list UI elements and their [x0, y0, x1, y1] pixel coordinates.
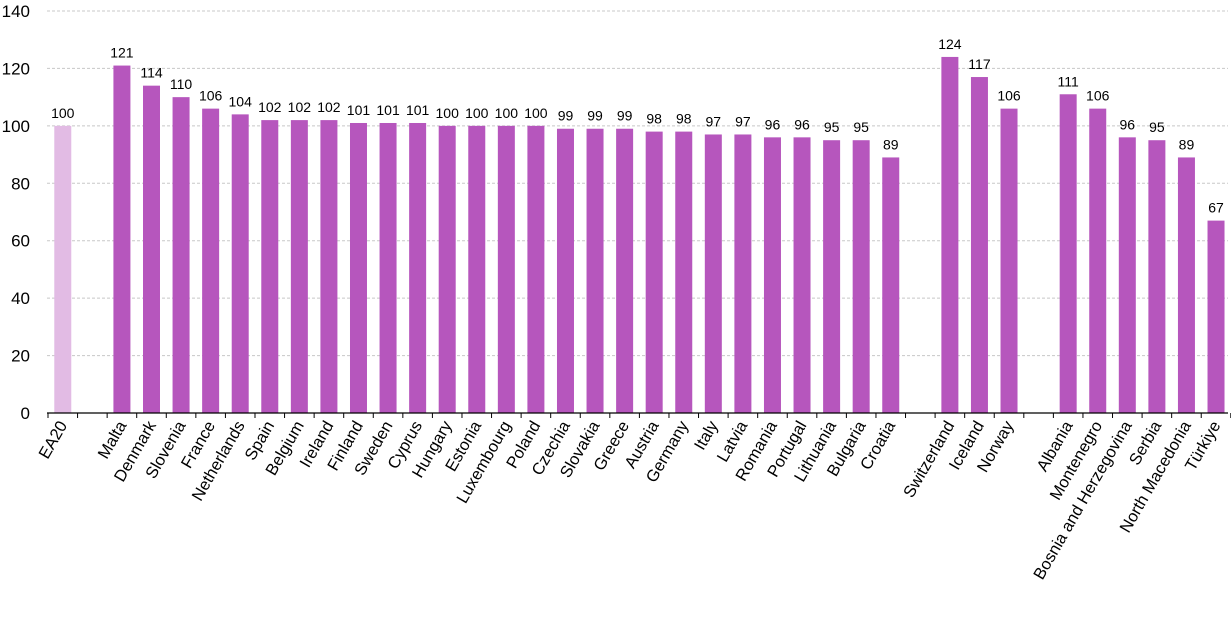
data-label: 101 — [347, 102, 371, 118]
data-label: 97 — [735, 113, 751, 129]
data-label: 110 — [170, 76, 193, 92]
data-label: 102 — [288, 99, 312, 115]
data-label: 97 — [706, 113, 722, 129]
data-label: 67 — [1208, 200, 1224, 216]
data-labels: 100 121 114 110 106 104 102 102 102 101 101 101 100 1… — [51, 36, 1224, 216]
bar — [1059, 94, 1077, 414]
data-label: 95 — [1149, 119, 1165, 135]
bar — [823, 140, 841, 413]
bar — [468, 125, 486, 414]
data-label: 114 — [140, 65, 163, 81]
y-tick-label: 80 — [11, 174, 30, 193]
data-label: 96 — [1120, 116, 1136, 132]
bar — [409, 122, 427, 414]
bar — [438, 125, 456, 414]
data-label: 100 — [51, 105, 75, 121]
y-tick-label: 140 — [2, 2, 30, 21]
data-label: 111 — [1058, 73, 1079, 89]
data-label: 124 — [938, 36, 962, 52]
bar — [1118, 137, 1136, 413]
y-tick-label: 60 — [11, 232, 30, 251]
bar — [675, 131, 693, 413]
category-labels: EA20 MaltaDenmarkSloveniaFranceNetherland… — [35, 417, 1224, 582]
data-label: 102 — [317, 99, 341, 115]
data-label: 98 — [646, 111, 662, 127]
data-label: 100 — [465, 105, 489, 121]
bar — [882, 157, 900, 413]
y-tick-label: 100 — [2, 117, 30, 136]
data-label: 95 — [853, 119, 869, 135]
bar — [734, 134, 752, 413]
category-label: EA20 — [35, 418, 71, 462]
bar — [1000, 108, 1018, 413]
bar — [261, 120, 279, 414]
y-tick-label: 0 — [21, 404, 30, 423]
bar — [54, 125, 72, 414]
bar — [763, 137, 781, 413]
data-label: 117 — [968, 56, 991, 72]
y-tick-label: 40 — [11, 289, 30, 308]
bar — [941, 56, 959, 413]
y-axis-ticks: 0 20 40 60 80 100 120 140 — [2, 2, 30, 423]
bar — [970, 77, 988, 413]
y-tick-label: 120 — [2, 59, 30, 78]
data-label: 106 — [997, 88, 1021, 104]
bar — [527, 125, 545, 414]
bar — [1148, 140, 1166, 413]
bar — [1207, 220, 1225, 413]
bar — [290, 120, 308, 414]
y-tick-label: 20 — [11, 347, 30, 366]
bar — [556, 128, 574, 414]
data-label: 95 — [824, 119, 840, 135]
bar — [497, 125, 515, 414]
data-label: 121 — [110, 45, 134, 61]
data-label: 96 — [765, 116, 781, 132]
data-label: 101 — [376, 102, 400, 118]
x-axis — [47, 412, 1231, 418]
data-label: 100 — [495, 105, 519, 121]
bar — [172, 97, 190, 413]
bar — [1177, 157, 1195, 413]
data-label: 98 — [676, 111, 692, 127]
bar — [852, 140, 870, 413]
data-label: 104 — [229, 93, 253, 109]
data-label: 106 — [199, 88, 223, 104]
bar — [231, 114, 249, 414]
bar — [616, 128, 634, 414]
data-label: 99 — [587, 108, 603, 124]
bar — [379, 122, 397, 414]
data-label: 99 — [617, 108, 633, 124]
data-label: 99 — [558, 108, 574, 124]
data-label: 102 — [258, 99, 282, 115]
bar — [586, 128, 604, 414]
data-label: 89 — [1179, 136, 1195, 152]
data-label: 106 — [1086, 88, 1110, 104]
bar — [202, 108, 220, 413]
bar — [113, 65, 131, 413]
bars — [54, 56, 1225, 414]
bar — [1089, 108, 1107, 413]
bar — [793, 137, 811, 413]
bar — [704, 134, 722, 413]
gridlines — [47, 10, 1228, 357]
data-label: 89 — [883, 136, 899, 152]
data-label: 100 — [436, 105, 460, 121]
data-label: 101 — [406, 102, 430, 118]
bar — [645, 131, 663, 413]
bar — [349, 122, 367, 414]
bar — [143, 85, 160, 413]
bar — [320, 120, 338, 414]
data-label: 96 — [794, 116, 810, 132]
data-label: 100 — [524, 105, 548, 121]
